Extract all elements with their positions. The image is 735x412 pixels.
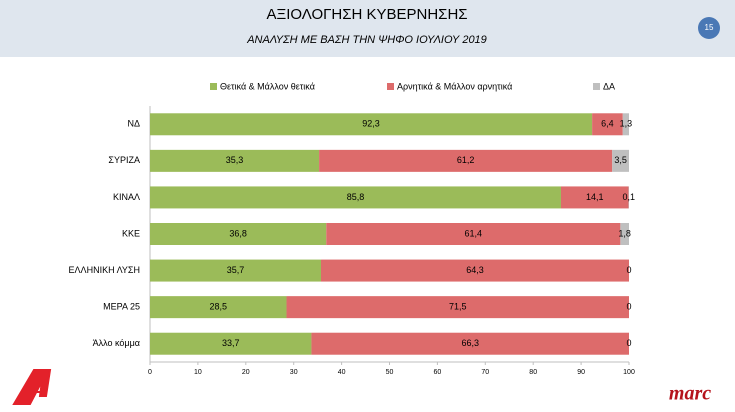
value-label: 35,7 <box>227 265 245 275</box>
x-tick-label: 10 <box>194 369 202 376</box>
page-number: 15 <box>705 23 714 32</box>
x-tick-label: 70 <box>481 369 489 376</box>
value-label: 1,3 <box>620 119 633 129</box>
value-label: 35,3 <box>226 155 244 165</box>
value-label: 33,7 <box>222 338 240 348</box>
value-label: 1,8 <box>618 228 631 238</box>
bar-segment <box>592 113 623 136</box>
y-tick-label: Άλλο κόμμα <box>93 338 140 348</box>
legend-swatch <box>387 83 394 90</box>
bar-segment <box>612 149 629 172</box>
bar-segment <box>286 296 629 319</box>
bar-segment <box>321 259 629 282</box>
x-tick-label: 100 <box>623 369 635 376</box>
x-tick-label: 0 <box>148 369 152 376</box>
legend-label: Θετικά & Μάλλον θετικά <box>220 81 315 91</box>
chart-title: ΑΞΙΟΛΟΓΗΣΗ ΚΥΒΕΡΝΗΣΗΣ <box>266 6 467 23</box>
value-label: 66,3 <box>461 338 479 348</box>
value-label: 28,5 <box>209 302 227 312</box>
x-tick-label: 20 <box>242 369 250 376</box>
legend-swatch <box>593 83 600 90</box>
bar-segment <box>150 296 287 319</box>
bar-segment <box>150 149 320 172</box>
bar-segment <box>150 223 327 245</box>
legend-label: Αρνητικά & Μάλλον αρνητικά <box>397 81 512 91</box>
x-tick-label: 80 <box>529 369 537 376</box>
value-label: 64,3 <box>466 265 484 275</box>
value-label: 61,4 <box>465 228 483 238</box>
page-badge <box>698 17 720 39</box>
value-label: 36,8 <box>229 228 247 238</box>
x-tick-label: 30 <box>290 369 298 376</box>
bar-segment <box>560 186 629 209</box>
value-label: 0,1 <box>623 192 636 202</box>
value-label: 61,2 <box>457 155 475 165</box>
value-label: 3,5 <box>614 155 627 165</box>
value-label: 0 <box>626 265 631 275</box>
x-tick-label: 50 <box>386 369 394 376</box>
value-label: 71,5 <box>449 302 467 312</box>
value-label: 92,3 <box>362 119 380 129</box>
bar-segment <box>150 113 593 136</box>
legend-swatch <box>210 83 217 90</box>
bar-segment <box>319 149 613 172</box>
y-tick-label: ΜΕΡΑ 25 <box>103 302 140 312</box>
legend-label: ΔΑ <box>603 81 615 91</box>
bar-segment <box>150 186 561 209</box>
alpha-logo <box>12 369 52 405</box>
marc-logo: marc <box>669 383 711 405</box>
bar-segment <box>326 223 621 245</box>
value-label: 6,4 <box>601 119 614 129</box>
bar-segment <box>150 332 312 355</box>
y-tick-label: ΕΛΛΗΝΙΚΗ ΛΥΣΗ <box>69 265 140 275</box>
value-label: 14,1 <box>586 192 604 202</box>
value-label: 85,8 <box>347 192 365 202</box>
x-tick-label: 40 <box>338 369 346 376</box>
chart-subtitle: ΑΝΑΛΥΣΗ ΜΕ ΒΑΣΗ ΤΗΝ ΨΗΦΟ ΙΟΥΛΙΟΥ 2019 <box>246 34 487 46</box>
bar-segment <box>311 332 629 355</box>
bar-segment <box>622 113 629 136</box>
value-label: 0 <box>626 302 631 312</box>
x-tick-label: 90 <box>577 369 585 376</box>
value-label: 0 <box>626 338 631 348</box>
y-tick-label: ΣΥΡΙΖΑ <box>108 155 140 165</box>
bar-segment <box>620 223 629 245</box>
y-tick-label: ΚΚΕ <box>122 228 140 238</box>
x-tick-label: 60 <box>434 369 442 376</box>
y-tick-label: ΚΙΝΑΛ <box>113 192 140 202</box>
header-band <box>0 0 735 57</box>
y-tick-label: ΝΔ <box>127 119 140 129</box>
bar-segment <box>150 259 322 282</box>
